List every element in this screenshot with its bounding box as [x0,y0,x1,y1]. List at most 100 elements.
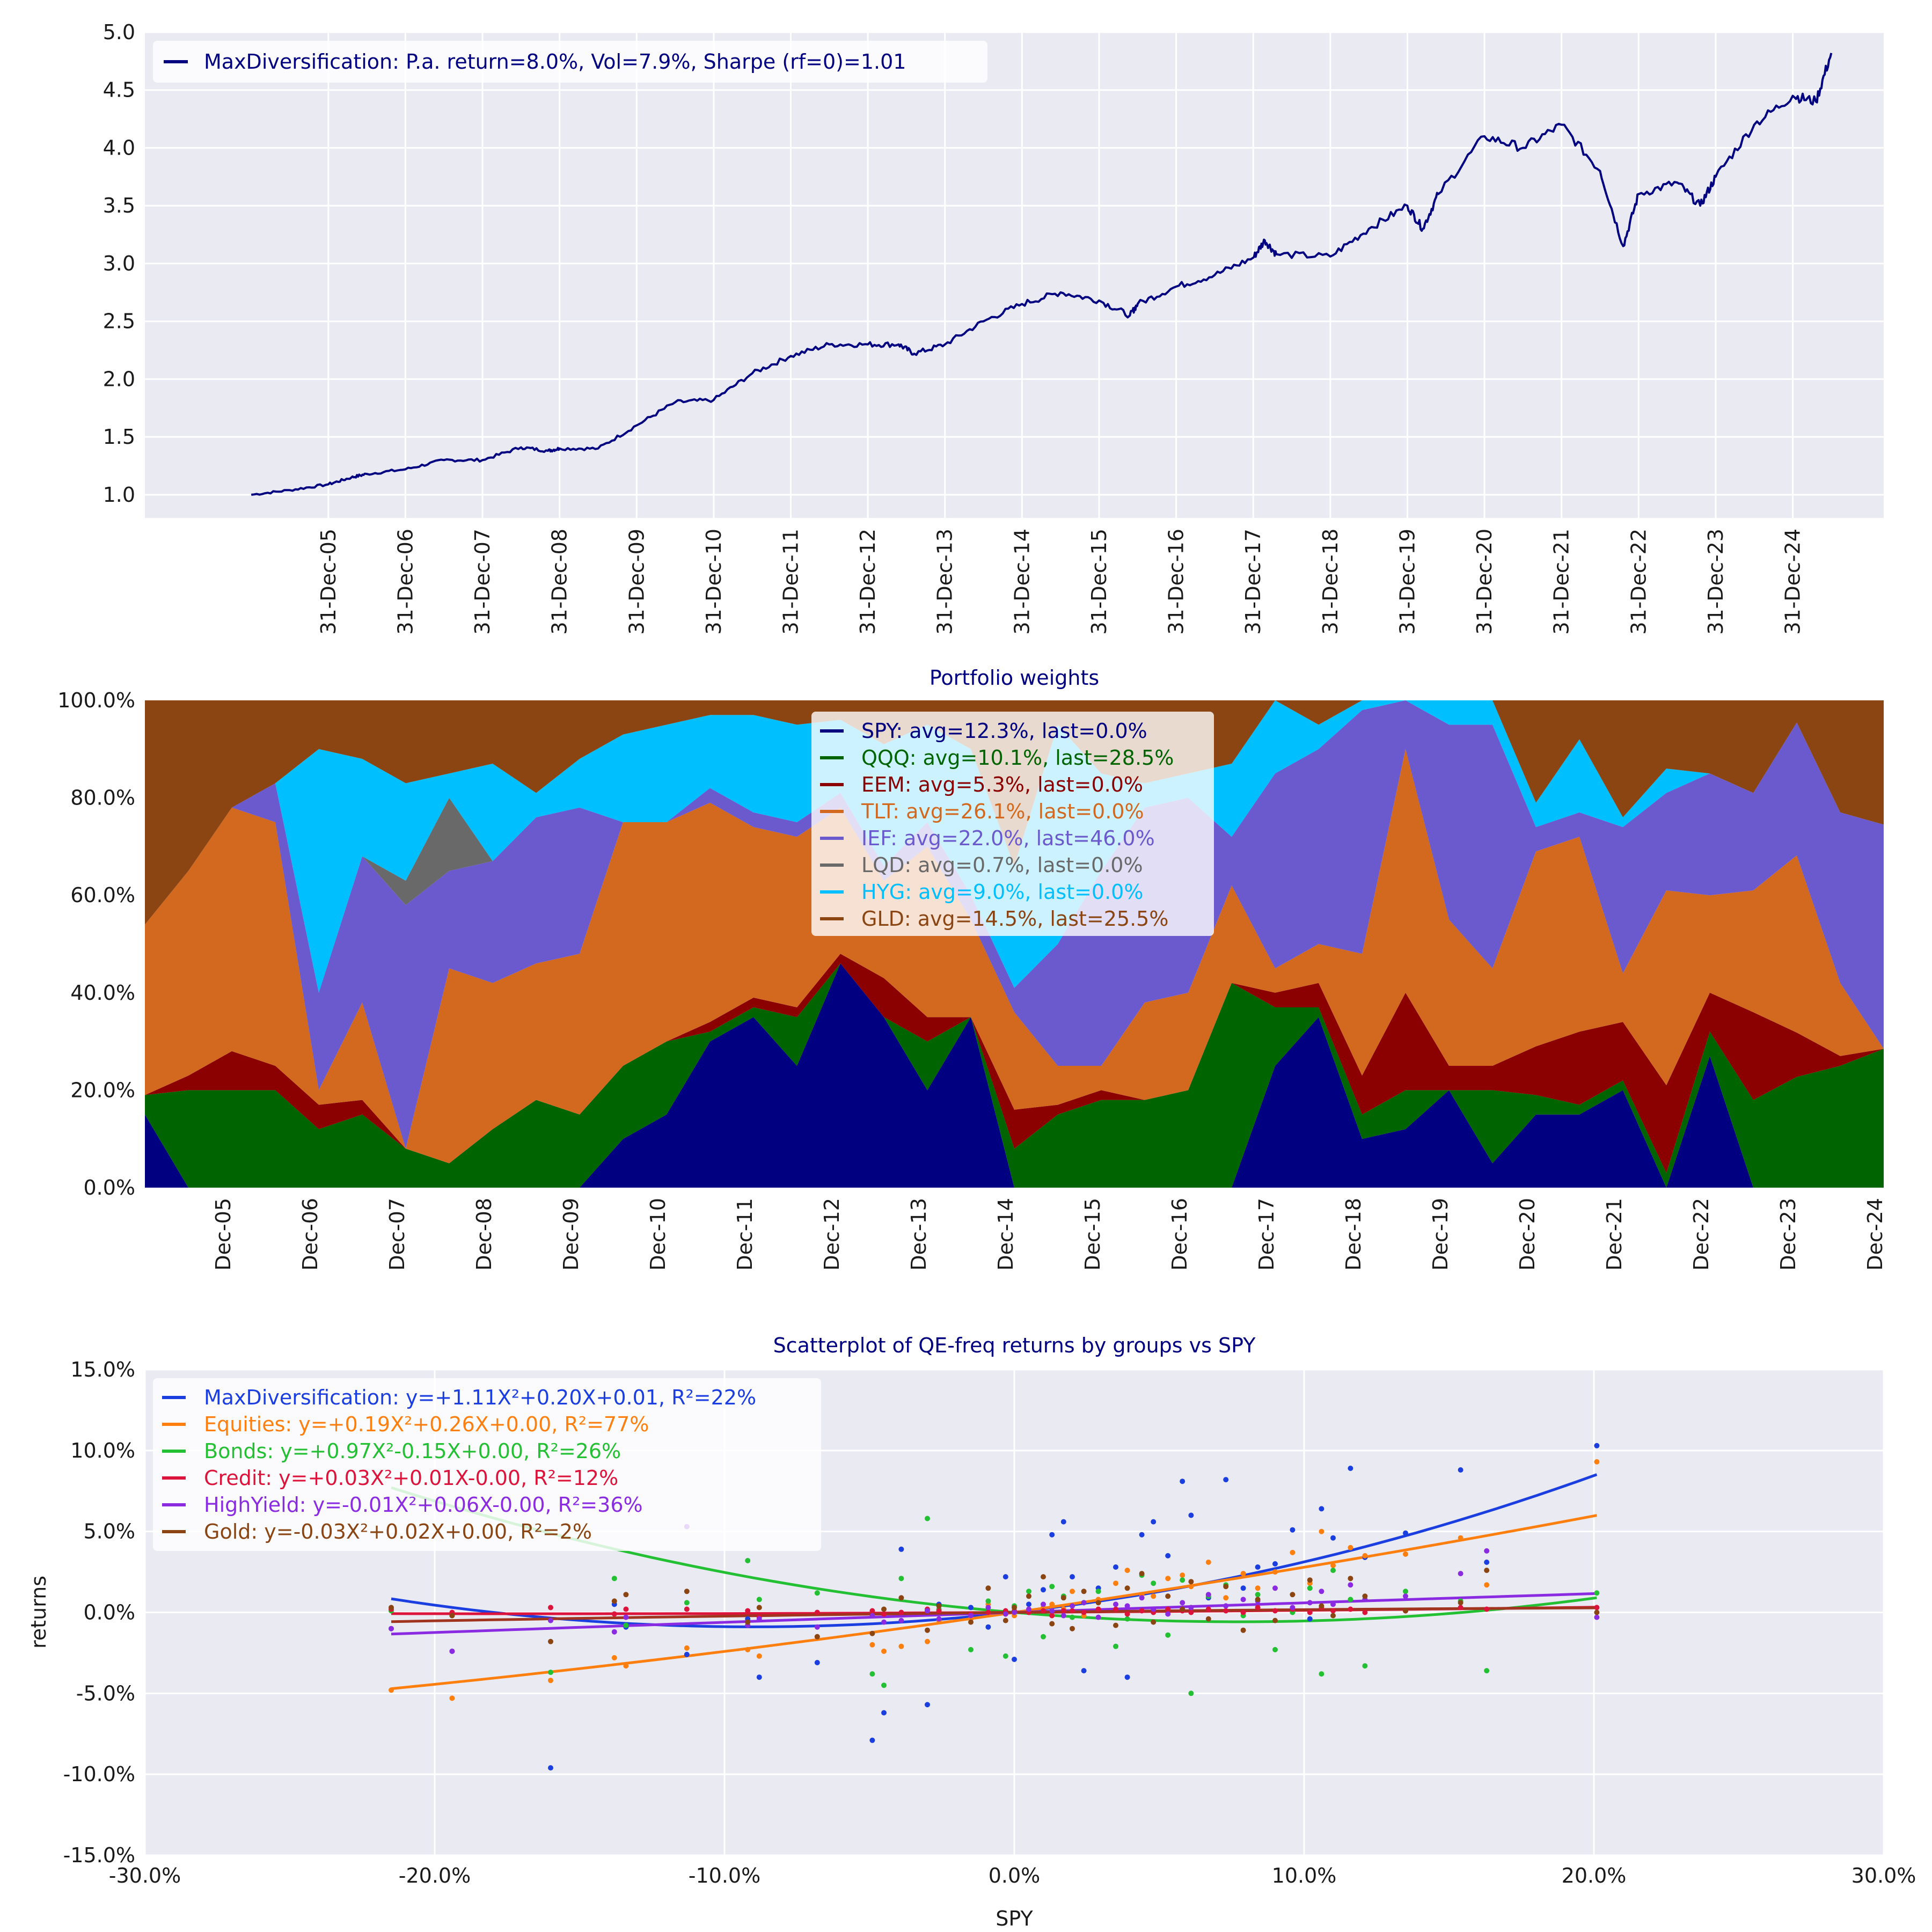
weights-x-tick-label: Dec-18 [1342,1198,1365,1271]
scatter-point [1319,1528,1324,1534]
performance-y-tick-label: 1.0 [103,483,135,507]
performance-x-tick-label: 31-Dec-09 [625,529,648,635]
weights-area [145,963,1884,1188]
scatter-point [611,1598,617,1604]
scatter-point [1113,1622,1118,1628]
scatter-point [869,1737,875,1743]
performance-x-tick-label: 31-Dec-11 [779,529,803,635]
weights-x-tick-label: Dec-15 [1081,1198,1104,1271]
scatter-point [1041,1574,1046,1580]
scatter-point [814,1634,820,1640]
scatter-point [1272,1569,1278,1575]
scatter-point [985,1624,991,1630]
weights-chart-title: Portfolio weights [930,666,1099,690]
scatter-point [1180,1577,1185,1583]
performance-x-tick-label: 31-Dec-22 [1627,529,1650,635]
weights-x-tick-label: Dec-05 [211,1198,235,1271]
scatter-y-ticks: -15.0% -10.0% -5.0% 0.0% 5.0% 10.0% 15.0% [63,1358,135,1867]
scatter-point [1330,1535,1336,1541]
scatter-point [623,1663,629,1669]
scatter-point [1139,1571,1145,1577]
weights-y-tick-label: 60.0% [70,883,135,907]
scatter-point [1026,1593,1031,1599]
scatter-legend-label: Bonds: y=+0.97X²-0.15X+0.00, R²=26% [204,1439,621,1463]
scatter-point [1458,1600,1463,1606]
scatter-point [985,1605,991,1611]
scatter-point [1002,1611,1008,1617]
scatter-point [611,1611,617,1617]
weights-chart: Portfolio weights 0.0% 20.0% 40.0% 60.0% 80.… [57,666,1887,1271]
scatter-point [1594,1614,1600,1620]
scatter-chart-title: Scatterplot of QE-freq returns by groups… [773,1334,1256,1357]
scatter-legend-label: Credit: y=+0.03X²+0.01X-0.00, R²=12% [204,1466,618,1490]
weights-y-tick-label: 100.0% [57,689,135,712]
scatter-point [1180,1479,1185,1484]
scatter-point [1188,1579,1194,1585]
scatter-point [1205,1616,1211,1622]
scatter-point [925,1516,930,1521]
performance-legend-box [153,41,987,83]
performance-y-tick-label: 5.0 [103,20,135,44]
scatter-point [1180,1600,1185,1606]
scatter-point [1041,1587,1046,1593]
scatter-legend-label: MaxDiversification: y=+1.11X²+0.20X+0.01… [204,1386,756,1409]
scatter-point [1002,1618,1008,1623]
scatter-point [684,1600,690,1606]
scatter-point [1095,1600,1101,1606]
weights-y-tick-label: 20.0% [70,1078,135,1102]
scatter-point [968,1605,974,1611]
scatter-point [548,1678,553,1684]
scatter-point [1165,1606,1171,1612]
scatter-point [1205,1560,1211,1565]
scatter-point [898,1595,904,1601]
scatter-point [1124,1568,1130,1574]
scatter-point [1002,1653,1008,1659]
scatter-point [925,1702,930,1708]
scatter-point [1070,1614,1075,1620]
scatter-point [611,1655,617,1660]
performance-x-ticks: 31-Dec-05 31-Dec-06 31-Dec-07 31-Dec-08 31-D… [317,529,1805,635]
weights-x-tick-label: Dec-14 [994,1198,1018,1271]
scatter-point [814,1590,820,1596]
weights-x-tick-label: Dec-13 [907,1198,931,1271]
scatter-point [389,1687,394,1693]
scatter-point [1240,1627,1246,1633]
scatter-point [1188,1584,1194,1590]
scatter-point [1307,1600,1313,1606]
performance-grid [145,31,1884,518]
scatter-point [869,1630,875,1636]
scatter-point [1070,1608,1075,1614]
weights-area [145,954,1884,1173]
scatter-point [1290,1592,1296,1598]
scatter-point [1403,1593,1408,1599]
scatter-point [1330,1601,1336,1607]
scatter-point [756,1653,762,1659]
scatter-point [1240,1571,1246,1577]
scatter-point [1060,1519,1066,1525]
performance-x-tick-label: 31-Dec-19 [1395,529,1419,635]
scatter-point [1403,1608,1408,1614]
scatter-point [1594,1605,1600,1611]
weights-x-tick-label: Dec-24 [1863,1198,1887,1271]
scatter-point [623,1592,629,1598]
weights-x-tick-label: Dec-06 [298,1198,322,1271]
scatter-point [1484,1668,1490,1674]
scatter-point [1223,1608,1229,1614]
performance-chart: 1.01.52.02.53.03.54.04.55.0 31-Dec-05 31-… [103,20,1884,635]
scatter-point [1070,1603,1075,1609]
performance-y-tick-label: 2.0 [103,367,135,391]
scatter-point [1060,1608,1066,1614]
scatter-point [611,1576,617,1582]
weights-x-tick-label: Dec-12 [820,1198,844,1271]
scatter-point [1290,1605,1296,1611]
scatter-point [1458,1467,1463,1473]
scatter-point [1255,1597,1261,1602]
weights-x-tick-label: Dec-21 [1602,1198,1626,1271]
scatter-point [1151,1606,1157,1612]
performance-x-tick-label: 31-Dec-12 [856,529,880,635]
scatter-point [548,1670,553,1675]
scatter-point [1307,1609,1313,1615]
weights-area [145,700,1884,993]
weights-x-tick-label: Dec-08 [472,1198,496,1271]
scatter-point [1012,1605,1017,1611]
